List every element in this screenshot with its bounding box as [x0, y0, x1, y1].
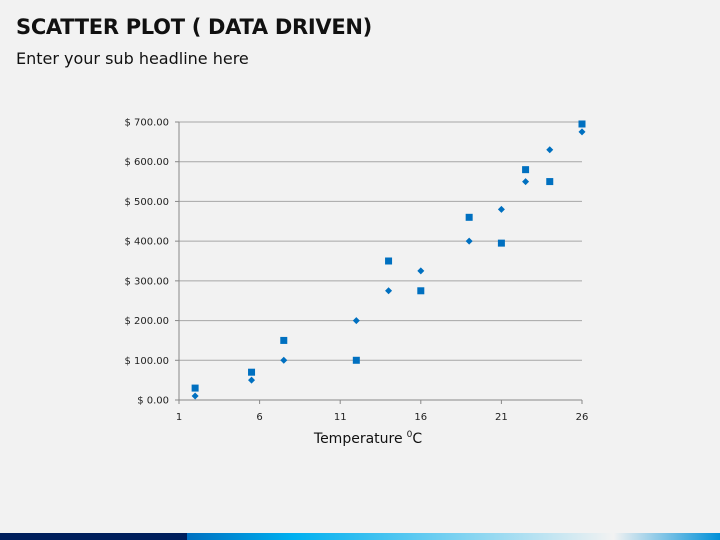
x-tick-label: 26 — [576, 412, 589, 423]
diamond-point — [417, 267, 425, 275]
slide-title: SCATTER PLOT ( DATA DRIVEN) — [16, 15, 372, 39]
footer-bar — [0, 533, 720, 540]
x-tick-label: 16 — [414, 412, 427, 423]
footer-dark-segment — [0, 533, 187, 540]
square-point — [522, 166, 530, 174]
diamond-point — [248, 376, 256, 384]
y-tick-label: $ 100.00 — [124, 356, 169, 367]
y-tick-label: $ 300.00 — [124, 276, 169, 287]
y-tick-label: $ 600.00 — [124, 157, 169, 168]
y-tick-label: $ 0.00 — [137, 396, 169, 407]
slide-subtitle: Enter your sub headline here — [16, 49, 249, 68]
square-point — [248, 368, 256, 376]
gridlines — [179, 121, 582, 361]
x-tick-label: 6 — [256, 412, 262, 423]
tick-labels: $ 0.00 $ 100.00 $ 200.00 $ 300.00 $ 400.00 $ … — [124, 118, 588, 424]
y-tick-label: $ 200.00 — [124, 316, 169, 327]
data-points — [191, 120, 586, 400]
x-tick-label: 21 — [495, 412, 508, 423]
square-point — [280, 336, 288, 344]
x-tick-label: 1 — [176, 412, 182, 423]
square-point — [546, 178, 554, 186]
diamond-point — [578, 128, 586, 136]
diamond-point — [465, 237, 473, 245]
square-point — [385, 257, 393, 265]
x-tick-label: 11 — [334, 412, 347, 423]
square-point — [417, 287, 425, 295]
diamond-point — [385, 287, 393, 295]
diamond-point — [191, 392, 199, 400]
square-point — [352, 356, 360, 364]
diamond-point — [522, 178, 530, 186]
x-axis-label: Temperature 0C — [313, 430, 422, 447]
diamond-point — [280, 356, 288, 364]
axes — [175, 121, 583, 404]
x-axis-label-superscript: 0 — [407, 430, 413, 440]
square-point — [191, 384, 199, 392]
square-point — [465, 213, 473, 221]
diamond-point — [497, 205, 505, 213]
square-point — [578, 120, 586, 128]
y-tick-label: $ 700.00 — [124, 118, 169, 129]
y-tick-label: $ 500.00 — [124, 197, 169, 208]
x-axis-label-text: Temperature — [313, 431, 403, 447]
y-tick-label: $ 400.00 — [124, 237, 169, 248]
square-point — [497, 239, 505, 247]
diamond-point — [352, 317, 360, 325]
diamond-point — [546, 146, 554, 154]
footer-gradient-segment — [187, 533, 720, 540]
x-axis-label-unit: C — [412, 431, 422, 447]
